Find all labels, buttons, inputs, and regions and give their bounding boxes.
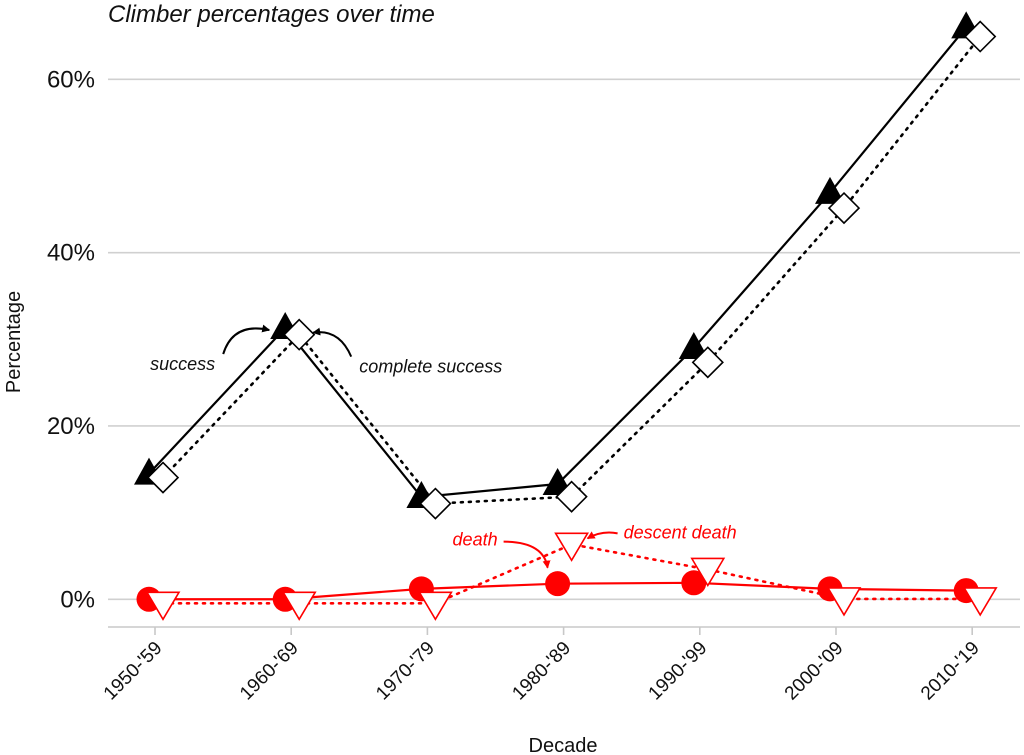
x-tick-label: 2000-'09 [781, 638, 848, 705]
y-axis: 0% 20% 40% 60% [47, 66, 95, 613]
data-point [281, 591, 317, 621]
y-tick-label: 20% [47, 413, 95, 440]
data-point [417, 591, 453, 621]
data-point [145, 591, 181, 621]
series-descent-death [145, 532, 998, 621]
annotations: success complete success death descent deat… [150, 324, 737, 569]
x-axis: 1950-'59 1960-'69 1970-'79 1980-'89 1990-'99… [100, 626, 1020, 705]
y-tick-label: 60% [47, 66, 95, 93]
x-tick-label: 2010-'19 [917, 638, 984, 705]
series-layer [134, 11, 998, 621]
data-point [815, 176, 845, 204]
annotation-arrow [312, 327, 353, 358]
data-point [962, 587, 998, 617]
data-point [283, 318, 316, 351]
annotation-arrow [222, 324, 271, 355]
series-complete-success [146, 20, 997, 520]
data-point [826, 587, 862, 617]
x-tick-label: 1980-'89 [508, 638, 575, 705]
data-point [554, 532, 590, 562]
data-point [691, 346, 724, 379]
data-point [555, 480, 588, 513]
series-success [134, 11, 982, 509]
annotation-label: death [453, 530, 498, 550]
chart-title: Climber percentages over time [108, 1, 435, 28]
grid [108, 78, 1020, 601]
y-tick-label: 0% [60, 586, 95, 613]
x-tick-label: 1950-'59 [100, 638, 167, 705]
data-point [827, 191, 861, 225]
annotation-label: descent death [624, 522, 737, 542]
data-point [545, 571, 571, 597]
data-point [146, 461, 180, 494]
data-point [678, 331, 709, 359]
annotation-label: success [150, 354, 215, 374]
x-tick-label: 1970-'79 [372, 638, 439, 705]
y-tick-label: 40% [47, 240, 95, 267]
data-point [681, 570, 707, 596]
data-point [690, 557, 726, 588]
x-axis-label: Decade [529, 735, 598, 755]
annotation-arrow [586, 531, 618, 540]
series-line [161, 35, 982, 505]
x-tick-label: 1960-'69 [236, 638, 303, 705]
annotation-label: complete success [359, 357, 502, 377]
y-axis-label: Percentage [3, 291, 25, 393]
x-tick-label: 1990-'99 [645, 638, 712, 705]
annotation-arrow [503, 540, 551, 569]
data-point [419, 487, 452, 520]
data-point [964, 20, 997, 53]
